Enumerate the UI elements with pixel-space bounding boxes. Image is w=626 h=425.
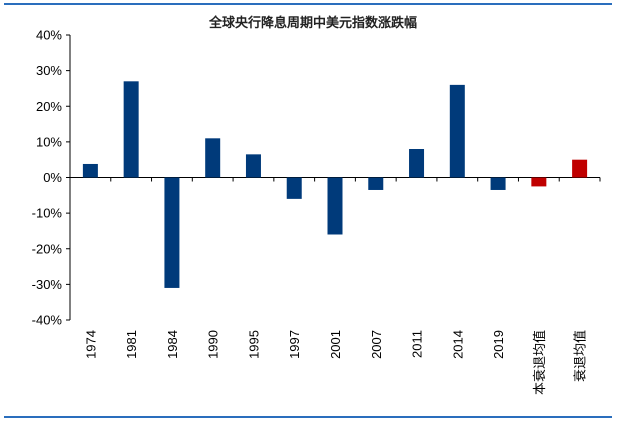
x-tick-label: 1990 — [206, 330, 221, 359]
y-tick-label: 30% — [36, 63, 62, 78]
bar-2014 — [449, 84, 465, 178]
bar-2019 — [490, 177, 506, 190]
y-tick-label: -30% — [32, 277, 63, 292]
x-tick-label: 1995 — [246, 330, 261, 359]
bar-1995 — [245, 154, 261, 178]
y-tick-label: -10% — [32, 206, 63, 221]
y-tick-label: 0% — [43, 170, 62, 185]
chart-title: 全球央行降息周期中美元指数涨跌幅 — [208, 16, 417, 31]
bar-1990 — [205, 138, 221, 178]
bar-1997 — [286, 177, 302, 199]
y-tick-label: -40% — [32, 313, 63, 328]
y-tick-label: -20% — [32, 241, 63, 256]
bar-衰退均值 — [572, 159, 588, 178]
bar-1984 — [164, 177, 180, 288]
x-tick-label: 1997 — [287, 330, 302, 359]
bars — [82, 81, 588, 288]
x-axis-ticks: 1974 1981 1984 1990 1995 1997 2001 2007 2011 2014… — [83, 177, 601, 395]
x-tick-label: 2011 — [410, 330, 425, 358]
x-tick-label: 1981 — [124, 330, 139, 359]
x-tick-label: 本衰退均值 — [532, 330, 547, 395]
x-tick-label: 衰退均值 — [573, 330, 588, 382]
bar-1981 — [123, 81, 139, 178]
x-tick-label: 1974 — [83, 330, 98, 359]
x-tick-label: 2019 — [491, 330, 506, 359]
x-tick-label: 1984 — [165, 330, 180, 359]
bar-本衰退均值 — [531, 177, 547, 187]
top-border-line — [4, 3, 612, 5]
x-tick-label: 2014 — [450, 330, 465, 359]
x-tick-label: 2001 — [328, 330, 343, 359]
bar-2007 — [368, 177, 384, 190]
y-tick-label: 10% — [36, 134, 62, 149]
y-tick-label: 40% — [36, 28, 62, 43]
x-tick-label: 2007 — [369, 330, 384, 359]
bar-2001 — [327, 177, 343, 235]
bar-1974 — [82, 163, 98, 178]
bar-2011 — [409, 149, 425, 178]
y-axis-ticks: 40% 30% 20% 10% 0% -10% -20% -30% -40% — [32, 28, 70, 328]
bottom-border-line — [4, 416, 612, 418]
y-tick-label: 20% — [36, 99, 62, 114]
